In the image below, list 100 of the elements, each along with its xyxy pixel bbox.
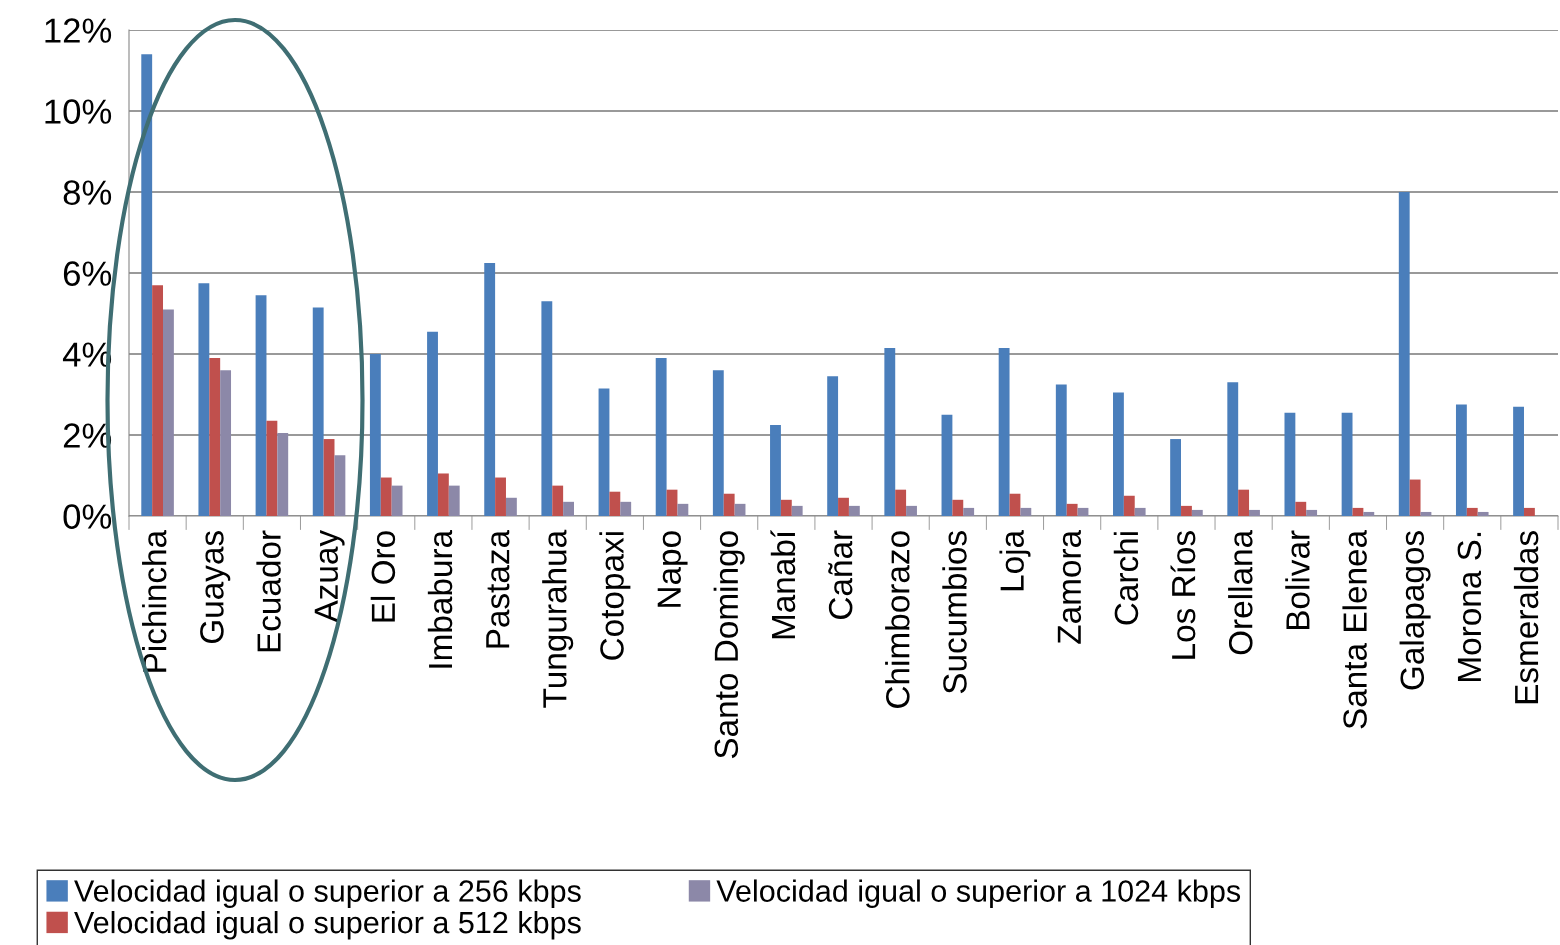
bar <box>963 507 975 516</box>
bar <box>1020 507 1032 516</box>
x-tick-label: Azuay <box>314 529 345 623</box>
y-tick-label: 12% <box>45 18 112 43</box>
bar <box>598 388 610 516</box>
bar <box>838 497 849 516</box>
y-tick-label: 6% <box>63 261 112 286</box>
bar <box>1249 509 1260 516</box>
bar <box>323 439 335 516</box>
x-tick-label: Esmeraldas <box>1513 531 1539 704</box>
bar <box>884 347 896 516</box>
bar <box>312 307 324 516</box>
bar <box>952 499 964 516</box>
bar <box>541 301 553 516</box>
x-tick-label: Guayas <box>200 531 231 644</box>
bar <box>427 331 438 516</box>
x-tick-label: Bolivar <box>1285 530 1310 630</box>
bar <box>437 473 449 516</box>
x-tick-label: Galapagos <box>1399 531 1431 690</box>
bar <box>1238 489 1250 516</box>
y-tick-label: 10% <box>45 99 112 124</box>
x-tick-label: Santo Domingo <box>713 531 745 759</box>
x-tick-label: Chimborazo <box>885 531 910 708</box>
bar <box>380 477 392 516</box>
bar <box>152 285 164 516</box>
x-tick-label: Tungurahua <box>542 529 574 708</box>
x-tick-label: Cotopaxi <box>599 532 631 660</box>
bar <box>495 477 506 516</box>
bar <box>1466 507 1478 516</box>
bar <box>277 432 289 516</box>
bar <box>791 505 803 516</box>
x-tick-label: El Oro <box>370 531 396 622</box>
bar <box>609 491 621 516</box>
bar <box>552 485 564 516</box>
bar <box>266 420 278 516</box>
bar <box>712 370 724 516</box>
bar <box>1513 406 1524 516</box>
x-tick-label: Morona S. <box>1457 532 1482 681</box>
bar <box>906 505 917 516</box>
x-tick-label: Sucumbios <box>942 531 967 694</box>
bar <box>723 493 735 516</box>
bar <box>620 501 632 516</box>
bar <box>1455 404 1467 516</box>
bar <box>1523 507 1535 516</box>
y-tick-label: 8% <box>63 180 112 205</box>
bar <box>998 347 1010 516</box>
bar <box>1009 493 1021 516</box>
bar <box>209 358 221 516</box>
bar <box>941 414 953 516</box>
bar <box>848 505 860 516</box>
bar <box>484 262 496 516</box>
bar <box>1295 501 1307 516</box>
bar <box>1477 511 1489 516</box>
x-tick-label: Zamora <box>1057 529 1082 644</box>
bar <box>198 283 210 516</box>
bar <box>734 503 746 516</box>
bar <box>1055 384 1067 516</box>
x-tick-label: Santa Elenea <box>1342 529 1367 729</box>
bar <box>1077 507 1089 516</box>
x-tick-label: Napo <box>657 531 688 607</box>
legend-label: Velocidad igual o superior a 256 kbps <box>74 879 581 908</box>
x-tick-label: Loja <box>999 529 1031 591</box>
bar <box>1363 511 1375 516</box>
x-tick-label: Cañar <box>828 530 853 619</box>
bar <box>448 485 460 516</box>
x-tick-label: Carchi <box>1113 532 1139 625</box>
x-tick-label: Pastaza <box>486 529 510 648</box>
x-tick-label: Orellana <box>1228 529 1253 655</box>
bar <box>1341 412 1353 516</box>
bar <box>1420 511 1432 516</box>
x-tick-label: Pichincha <box>142 529 167 672</box>
bar <box>655 358 667 516</box>
bar <box>1398 192 1410 516</box>
bar <box>1134 507 1146 516</box>
bar <box>1066 503 1078 516</box>
x-tick-label: Ecuador <box>256 530 281 652</box>
bar <box>780 499 792 516</box>
x-tick-label: Los Ríos <box>1170 531 1196 659</box>
bar <box>255 295 267 516</box>
bar <box>220 370 232 516</box>
bar <box>369 354 381 516</box>
bar <box>1123 495 1135 516</box>
bar <box>1191 509 1203 516</box>
bar <box>1284 412 1296 516</box>
bar <box>666 489 678 516</box>
bar <box>334 455 346 516</box>
bar <box>563 501 574 516</box>
x-tick-label: Manabí <box>770 530 796 639</box>
y-tick-label: 0% <box>63 504 112 529</box>
bar <box>141 54 153 516</box>
bar <box>1409 479 1421 516</box>
bar <box>1227 382 1239 516</box>
bar <box>1170 439 1182 516</box>
bar <box>1181 505 1192 516</box>
bar <box>895 489 907 516</box>
bar <box>163 309 174 516</box>
bar <box>677 503 689 516</box>
x-tick-label: Imbabura <box>427 529 453 668</box>
bar <box>770 424 781 516</box>
legend-label: Velocidad igual o superior a 512 kbps <box>74 910 581 940</box>
